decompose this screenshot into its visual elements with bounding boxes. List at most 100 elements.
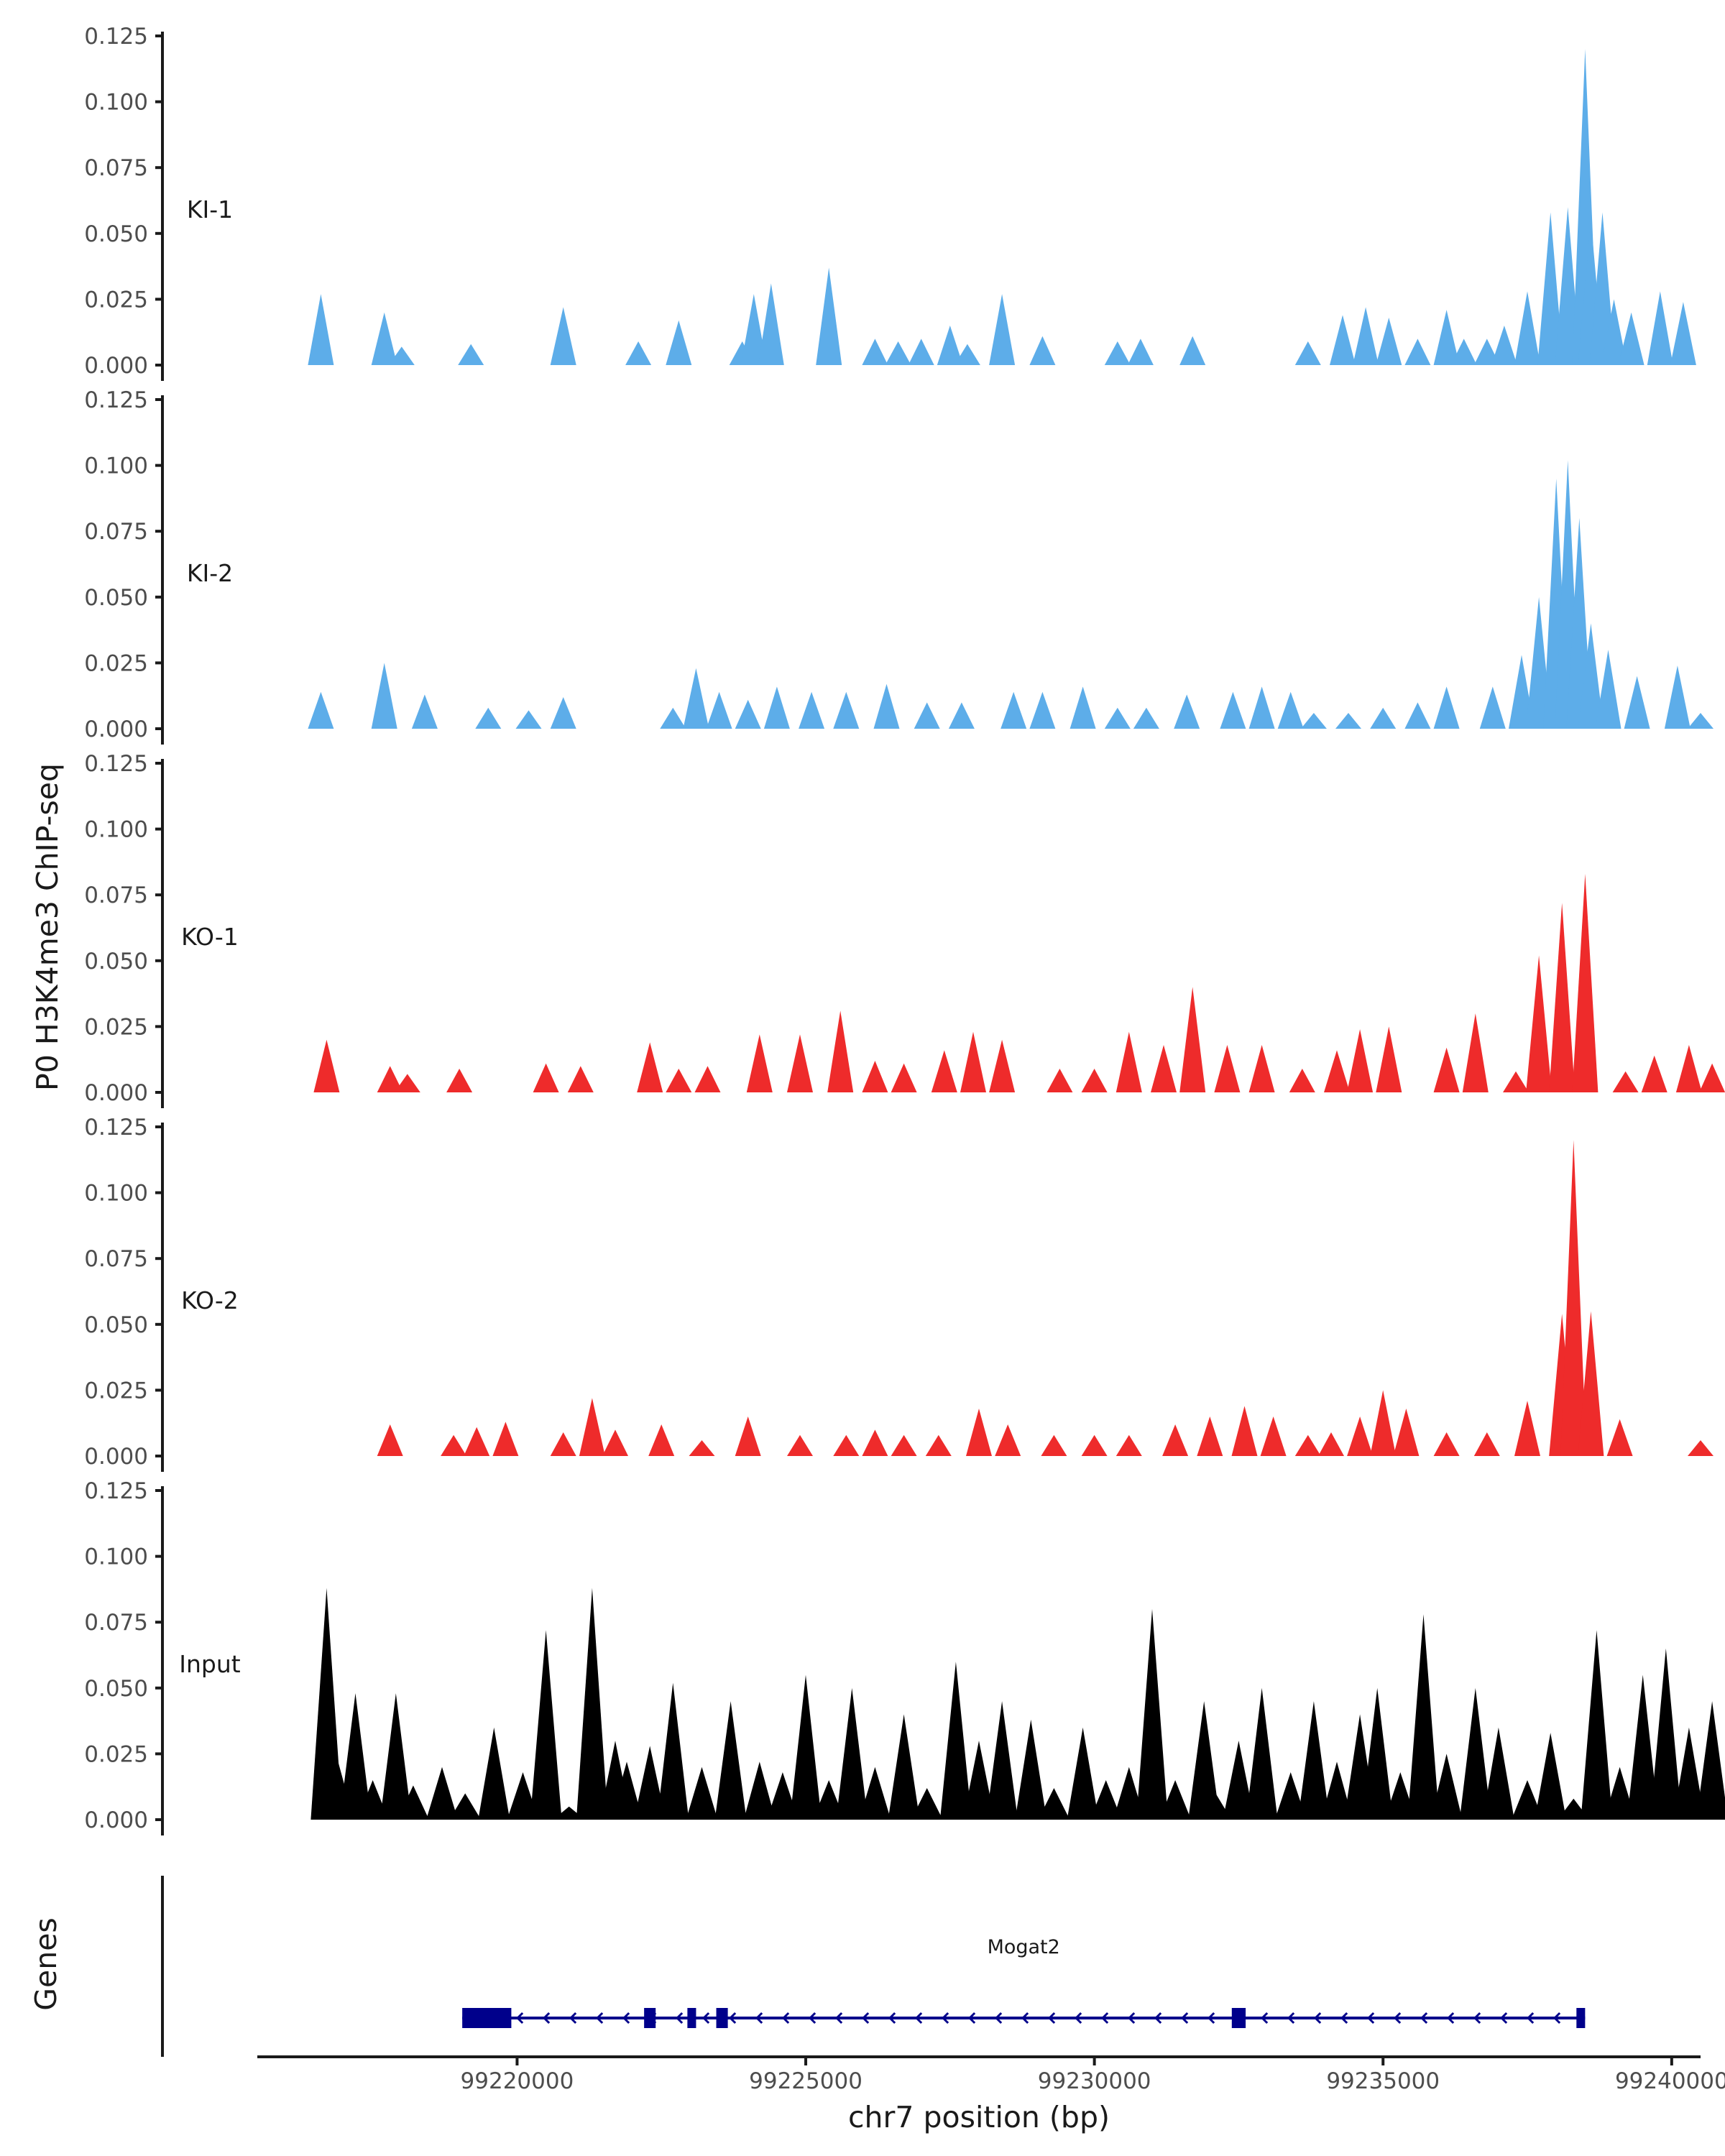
y-tick-label: 0.075 <box>84 883 148 908</box>
y-tick-label: 0.100 <box>84 90 148 116</box>
coverage-peak <box>911 1788 943 1820</box>
gene-track-panel: Genes Mogat2 <box>29 1876 1586 2057</box>
coverage-peak <box>1430 1754 1463 1820</box>
coverage-peak <box>550 1432 576 1456</box>
y-tick-label: 0.050 <box>84 585 148 611</box>
coverage-peak <box>550 307 576 365</box>
track-label: KO-1 <box>181 923 239 951</box>
coverage-peak <box>666 320 692 365</box>
x-axis-title: chr7 position (bp) <box>848 2100 1110 2134</box>
coverage-peak <box>995 1424 1021 1456</box>
y-tick-label: 0.025 <box>84 1014 148 1040</box>
coverage-peak <box>492 1422 519 1456</box>
coverage-peak <box>1407 1614 1440 1820</box>
coverage-peak <box>1361 1687 1394 1820</box>
strand-arrow <box>1181 2012 1189 2024</box>
coverage-peak <box>310 1588 343 1820</box>
coverage-peak <box>1274 1772 1307 1820</box>
y-tick-label: 0.000 <box>84 1807 148 1833</box>
coverage-peak <box>1029 691 1056 729</box>
coverage-peak <box>666 1069 692 1092</box>
coverage-peak <box>1673 1727 1705 1820</box>
y-tick-label: 0.125 <box>84 1478 148 1504</box>
y-tick-label: 0.025 <box>84 1378 148 1404</box>
x-tick-label: 99230000 <box>1038 2068 1151 2094</box>
strand-arrow <box>1500 2012 1508 2024</box>
coverage-peak <box>1624 676 1650 729</box>
coverage-peak <box>1618 312 1644 365</box>
coverage-peak <box>1393 1409 1420 1456</box>
coverage-peak <box>1370 1390 1397 1456</box>
strand-arrow <box>809 2012 816 2024</box>
coverage-peak <box>1370 707 1397 729</box>
y-tick-label: 0.050 <box>84 221 148 247</box>
coverage-peak <box>388 346 415 365</box>
gene-name-label: Mogat2 <box>988 1936 1060 1958</box>
strand-arrow <box>862 2012 870 2024</box>
coverage-peak <box>1696 1701 1725 1820</box>
coverage-peak <box>1433 1047 1460 1092</box>
coverage-peak <box>1601 299 1627 365</box>
coverage-peak <box>377 1424 403 1456</box>
coverage-peak <box>966 1409 992 1456</box>
coverage-peak <box>1482 1727 1514 1820</box>
coverage-peak <box>1604 1766 1636 1820</box>
coverage-peak <box>740 294 767 365</box>
coverage-peak <box>925 1434 952 1456</box>
coverage-peak <box>827 1010 854 1092</box>
coverage-peak <box>1560 1140 1587 1456</box>
coverage-peak <box>1220 691 1246 729</box>
coverage-peak <box>873 683 900 729</box>
coverage-peak <box>714 1701 747 1820</box>
coverage-peak <box>859 1766 891 1820</box>
coverage-peak <box>1627 1674 1659 1820</box>
coverage-peak <box>1294 341 1321 365</box>
coverage-peak <box>1581 1630 1613 1820</box>
x-tick-label: 99220000 <box>461 2068 574 2094</box>
coverage-peak <box>449 1793 482 1820</box>
coverage-peak <box>1670 302 1696 365</box>
coverage-peak <box>1136 1608 1168 1820</box>
strand-arrow <box>1128 2012 1136 2024</box>
strand-arrow <box>569 2012 577 2024</box>
coverage-peak <box>914 702 940 729</box>
coverage-peak <box>862 338 888 365</box>
coverage-peak <box>1127 338 1154 365</box>
coverage-peak <box>746 1034 773 1092</box>
coverage-peak <box>1174 694 1200 729</box>
coverage-peak <box>683 668 709 729</box>
coverage-peak <box>1104 707 1131 729</box>
coverage-peak <box>1260 1416 1287 1456</box>
coverage-peak <box>1675 1045 1702 1092</box>
coverage-peak <box>1090 1780 1122 1820</box>
coverage-peak <box>313 1039 340 1092</box>
coverage-peak <box>1041 1434 1067 1456</box>
coverage-peak <box>1549 903 1576 1092</box>
coverage-peak <box>787 1434 813 1456</box>
track-panels: 0.0000.0250.0500.0750.1000.125KI-10.0000… <box>84 24 1725 1835</box>
y-tick-label: 0.075 <box>84 155 148 181</box>
coverage-peak <box>1347 1416 1374 1456</box>
coverage-peak <box>735 699 761 729</box>
track-label: KO-2 <box>181 1286 239 1314</box>
coverage-peak <box>1433 686 1460 729</box>
coverage-peak <box>790 1674 822 1820</box>
coverage-peak <box>735 1416 761 1456</box>
gene-exon <box>1576 2008 1586 2028</box>
coverage-peak <box>1514 291 1540 365</box>
coverage-peak <box>1248 686 1275 729</box>
coverage-peak <box>1450 338 1477 365</box>
strand-arrow <box>1261 2012 1269 2024</box>
coverage-peak <box>1353 307 1379 365</box>
y-tick-label: 0.100 <box>84 1181 148 1207</box>
coverage-peak <box>458 344 484 365</box>
coverage-peak <box>833 1434 860 1456</box>
y-tick-label: 0.075 <box>84 1610 148 1636</box>
strand-arrow <box>516 2012 524 2024</box>
coverage-peak <box>954 344 980 365</box>
strand-arrow <box>596 2012 604 2024</box>
coverage-peak <box>339 1693 372 1820</box>
coverage-peak <box>1029 336 1056 365</box>
coverage-peak <box>1162 1424 1189 1456</box>
